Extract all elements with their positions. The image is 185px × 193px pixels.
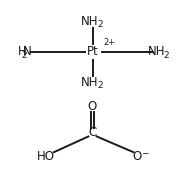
Text: N: N	[23, 45, 31, 58]
Text: 2+: 2+	[103, 38, 115, 47]
Text: C: C	[88, 126, 97, 139]
Text: 2: 2	[97, 20, 103, 29]
Text: O: O	[132, 150, 141, 163]
Text: −: −	[141, 148, 148, 157]
Text: HO: HO	[37, 150, 55, 163]
Text: 2: 2	[97, 81, 103, 90]
Text: 2: 2	[22, 51, 27, 60]
Text: NH: NH	[147, 45, 165, 58]
Text: Pt: Pt	[87, 45, 98, 58]
Text: NH: NH	[81, 15, 99, 28]
Text: 2: 2	[164, 51, 169, 60]
Text: NH: NH	[81, 76, 99, 89]
Text: H: H	[17, 45, 26, 58]
Text: O: O	[88, 101, 97, 113]
